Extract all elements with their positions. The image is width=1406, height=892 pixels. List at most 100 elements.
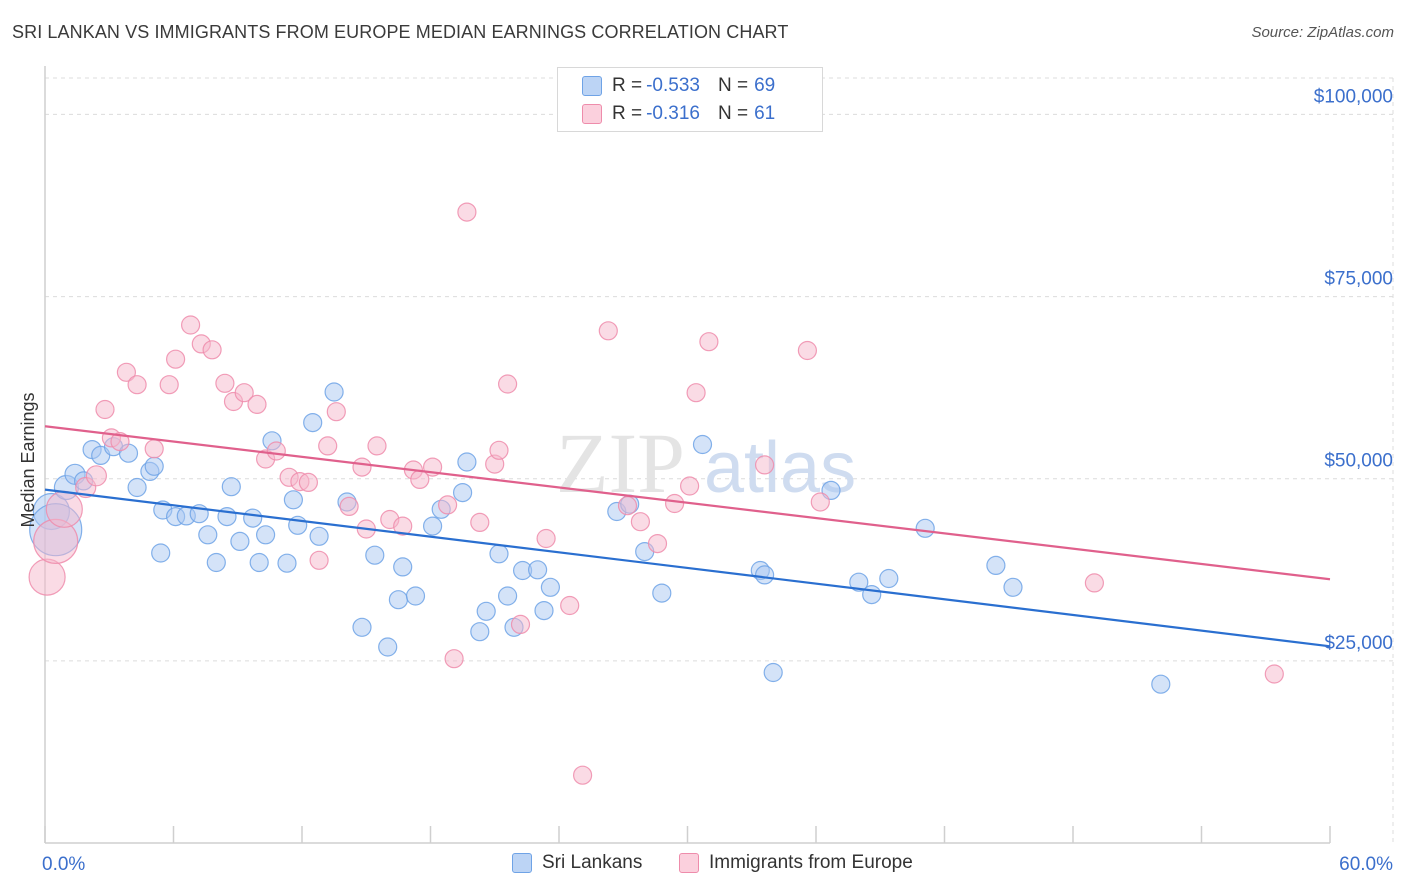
point-immigrants-europe	[181, 315, 201, 335]
data-points	[28, 202, 1284, 785]
stats-r-value: -0.316	[646, 103, 700, 124]
y-tick-label: $100,000	[1314, 86, 1393, 107]
point-immigrants-europe	[598, 321, 618, 341]
legend-swatch-sri-lankans	[512, 853, 532, 873]
point-sri-lankans	[303, 413, 323, 433]
stats-n-label: N =	[717, 103, 749, 124]
point-sri-lankans	[692, 434, 713, 455]
point-sri-lankans	[393, 557, 413, 577]
point-sri-lankans	[915, 518, 935, 538]
point-immigrants-europe	[144, 439, 164, 459]
point-immigrants-europe	[159, 375, 179, 395]
point-sri-lankans	[365, 545, 385, 565]
point-sri-lankans	[534, 600, 554, 621]
point-immigrants-europe	[215, 373, 235, 393]
point-sri-lankans	[127, 477, 147, 498]
point-immigrants-europe	[1084, 573, 1105, 593]
point-immigrants-europe	[679, 476, 700, 496]
point-immigrants-europe	[309, 550, 329, 570]
stats-row-sri-lankans: R = -0.533 N = 69	[582, 73, 775, 99]
point-sri-lankans	[470, 622, 490, 642]
x-tick-labels: 0.0% 60.0%	[42, 854, 1393, 875]
chart-source: Source: ZipAtlas.com	[1251, 24, 1394, 41]
point-sri-lankans	[498, 586, 518, 606]
legend-item-sri-lankans[interactable]: Sri Lankans	[512, 852, 642, 874]
point-immigrants-europe	[699, 332, 719, 352]
point-sri-lankans	[256, 525, 276, 545]
point-immigrants-europe	[630, 512, 651, 532]
point-immigrants-europe	[498, 374, 518, 394]
stats-n-value: 61	[754, 103, 776, 124]
point-sri-lankans	[527, 560, 548, 580]
stats-r-value: -0.533	[646, 75, 700, 96]
point-sri-lankans	[243, 508, 263, 528]
point-sri-lankans	[1151, 674, 1171, 694]
point-sri-lankans	[489, 544, 509, 564]
point-sri-lankans	[423, 516, 443, 536]
trendline-immigrants-europe	[44, 425, 1331, 581]
stats-swatch-immigrants-europe	[582, 104, 602, 124]
point-sri-lankans	[206, 552, 226, 573]
point-sri-lankans	[763, 662, 783, 683]
legend-label-immigrants-europe: Immigrants from Europe	[709, 852, 913, 873]
point-immigrants-europe	[85, 465, 108, 487]
y-tick-labels: $25,000 $50,000 $75,000 $100,000	[1314, 86, 1393, 653]
y-tick-label: $25,000	[1324, 633, 1393, 654]
point-immigrants-europe	[266, 441, 286, 461]
point-sri-lankans	[221, 477, 241, 497]
point-sri-lankans	[198, 525, 218, 545]
watermark-zip: ZIP	[556, 415, 685, 511]
point-immigrants-europe	[298, 472, 318, 492]
point-sri-lankans	[249, 552, 269, 573]
point-immigrants-europe	[339, 496, 359, 516]
point-sri-lankans	[457, 452, 477, 472]
point-immigrants-europe	[617, 496, 638, 516]
point-sri-lankans	[540, 577, 561, 597]
point-sri-lankans	[754, 565, 775, 585]
point-immigrants-europe	[247, 394, 267, 414]
point-immigrants-europe	[754, 455, 775, 475]
point-immigrants-europe	[95, 399, 115, 420]
point-immigrants-europe	[116, 362, 137, 382]
trend-lines	[44, 425, 1331, 648]
stats-n-label: N =	[717, 75, 749, 96]
legend-label-sri-lankans: Sri Lankans	[542, 852, 643, 873]
point-sri-lankans	[283, 490, 303, 510]
point-immigrants-europe	[686, 383, 706, 403]
point-immigrants-europe	[647, 533, 668, 554]
stats-legend: R = -0.533 N = 69 R = -0.316 N = 61	[557, 67, 823, 132]
point-sri-lankans	[144, 456, 164, 476]
point-sri-lankans	[986, 555, 1006, 576]
x-tick-label-max: 60.0%	[1339, 854, 1393, 875]
axes	[44, 66, 1331, 844]
point-sri-lankans	[476, 601, 496, 621]
bottom-legend: Sri Lankans Immigrants from Europe	[0, 852, 1406, 878]
legend-item-immigrants-europe[interactable]: Immigrants from Europe	[679, 852, 913, 874]
point-immigrants-europe	[393, 516, 413, 536]
point-immigrants-europe	[367, 436, 387, 456]
point-sri-lankans	[151, 543, 171, 563]
y-tick-label: $50,000	[1324, 451, 1393, 472]
point-immigrants-europe	[326, 402, 346, 422]
point-sri-lankans	[388, 590, 408, 610]
stats-r-label: R =	[612, 103, 643, 124]
point-immigrants-europe	[536, 528, 556, 549]
point-immigrants-europe	[457, 202, 477, 222]
point-immigrants-europe	[318, 436, 338, 456]
point-immigrants-europe	[45, 490, 83, 528]
point-immigrants-europe	[166, 349, 186, 369]
point-immigrants-europe	[444, 649, 464, 669]
point-sri-lankans	[277, 553, 297, 573]
chart-title: SRI LANKAN VS IMMIGRANTS FROM EUROPE MED…	[12, 22, 789, 42]
point-sri-lankans	[453, 483, 473, 503]
stats-r-label: R =	[612, 75, 643, 96]
point-sri-lankans	[849, 572, 869, 592]
point-immigrants-europe	[797, 340, 818, 361]
trendline-sri-lankans	[44, 488, 1331, 648]
point-immigrants-europe	[28, 558, 66, 596]
point-immigrants-europe	[560, 595, 580, 616]
point-sri-lankans	[652, 583, 672, 603]
point-immigrants-europe	[234, 383, 254, 403]
stats-n-value: 69	[754, 75, 776, 96]
